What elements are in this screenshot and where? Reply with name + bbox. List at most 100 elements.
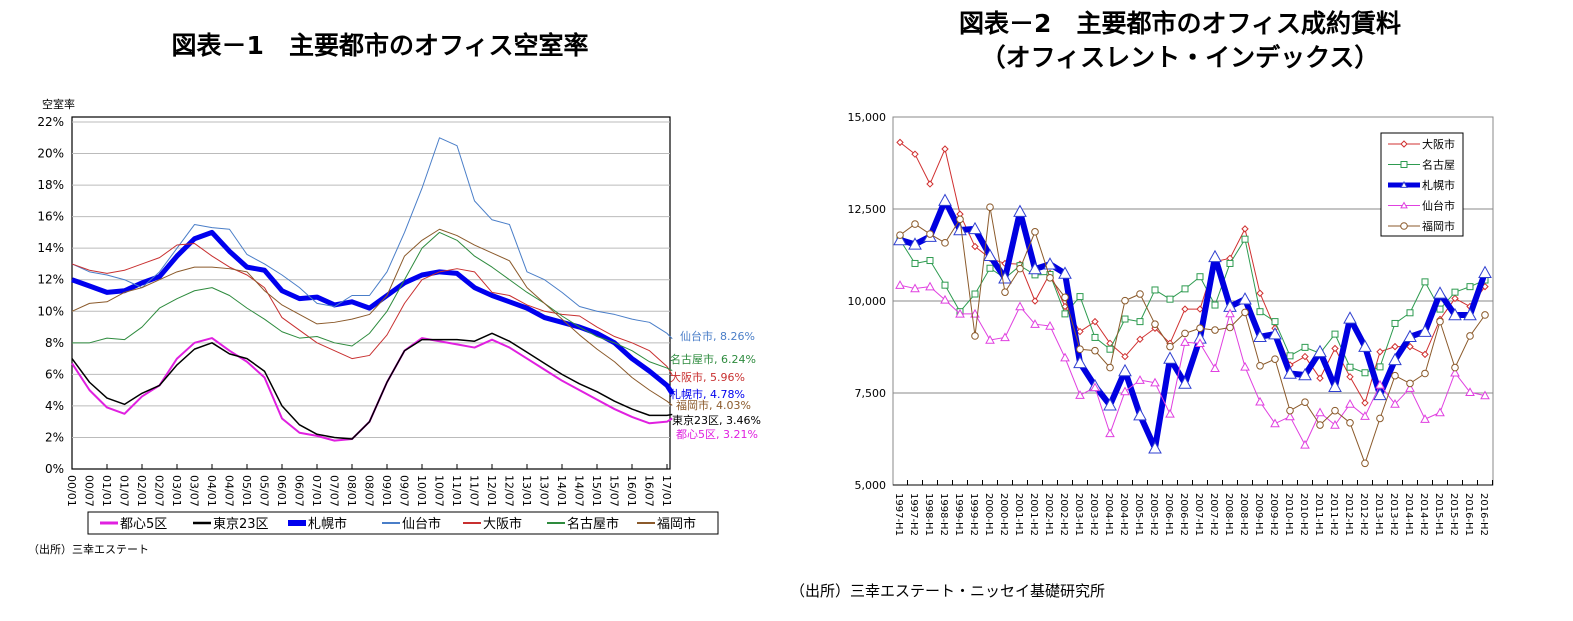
data-point-名古屋 — [1436, 305, 1444, 313]
data-point-札幌市 — [1373, 387, 1387, 401]
data-point-大阪市 — [1076, 327, 1084, 336]
data-point-仙台市 — [1195, 338, 1205, 348]
data-point-大阪市 — [1181, 305, 1189, 313]
data-point-大阪市 — [1406, 342, 1414, 351]
data-point-大阪市 — [1091, 317, 1099, 326]
data-point-名古屋 — [1361, 369, 1369, 377]
data-point-札幌市 — [1058, 266, 1072, 279]
x-tick-label: 06/07 — [293, 475, 306, 507]
data-point-仙台市 — [1000, 332, 1010, 342]
data-point-札幌市 — [1238, 292, 1252, 305]
data-point-札幌市 — [1298, 367, 1312, 381]
end-label: 仙台市, 8.26% — [680, 329, 755, 343]
data-point-福岡市 — [1151, 320, 1159, 328]
data-point-札幌市 — [893, 232, 907, 246]
data-point-札幌市 — [1133, 408, 1147, 421]
data-point-大阪市 — [1316, 374, 1324, 382]
legend-label: 仙台市 — [402, 516, 441, 532]
x-tick-label: 2011-H2 — [1328, 493, 1339, 536]
data-point-札幌市 — [938, 193, 952, 206]
data-point-名古屋 — [1376, 363, 1384, 371]
data-point-仙台市 — [1210, 363, 1220, 373]
x-tick-label: 2013-H1 — [1373, 493, 1384, 536]
y-tick-label: 4% — [45, 399, 64, 413]
data-point-仙台市 — [1045, 320, 1055, 330]
data-point-名古屋 — [1400, 161, 1408, 168]
data-point-札幌市 — [1028, 261, 1042, 275]
x-tick-label: 17/01 — [660, 475, 673, 507]
x-tick-label: 13/01 — [520, 475, 533, 507]
data-point-大阪市 — [911, 150, 919, 158]
data-point-仙台市 — [1360, 411, 1370, 420]
x-tick-label: 2008-H1 — [1223, 493, 1234, 536]
data-point-名古屋 — [1466, 283, 1474, 291]
x-tick-label: 12/01 — [485, 475, 498, 507]
y-tick-label: 8% — [45, 336, 64, 350]
data-point-名古屋 — [1076, 293, 1084, 301]
data-point-大阪市 — [1376, 348, 1384, 356]
data-point-名古屋 — [1196, 273, 1204, 281]
x-tick-label: 09/01 — [380, 475, 393, 507]
data-point-福岡市 — [1256, 361, 1264, 370]
data-point-札幌市 — [1208, 249, 1222, 263]
data-point-大阪市 — [1256, 289, 1264, 297]
data-point-名古屋 — [1346, 363, 1354, 371]
legend-label: 札幌市 — [1422, 178, 1455, 192]
data-point-名古屋 — [1256, 308, 1264, 316]
x-tick-label: 2006-H1 — [1163, 493, 1174, 536]
x-tick-label: 2006-H2 — [1178, 493, 1189, 536]
data-point-仙台市 — [1465, 387, 1475, 396]
x-tick-label: 10/07 — [433, 475, 446, 507]
y-axis-label: 空室率 — [42, 97, 75, 111]
data-point-大阪市 — [1346, 373, 1354, 381]
x-tick-label: 1998-H1 — [923, 493, 934, 536]
data-point-福岡市 — [1361, 459, 1369, 468]
x-tick-label: 2004-H2 — [1118, 493, 1129, 536]
data-point-福岡市 — [1106, 363, 1114, 372]
data-point-大阪市 — [1136, 335, 1144, 343]
data-point-福岡市 — [1241, 308, 1249, 317]
x-tick-label: 2011-H1 — [1313, 493, 1324, 536]
x-tick-label: 2014-H2 — [1418, 493, 1429, 536]
data-point-仙台市 — [1270, 418, 1280, 428]
data-point-福岡市 — [1061, 293, 1069, 302]
x-tick-label: 2012-H1 — [1343, 493, 1354, 536]
y-tick-label: 7,500 — [855, 387, 887, 400]
data-point-仙台市 — [1180, 337, 1190, 346]
end-label: 東京23区, 3.46% — [672, 413, 761, 427]
data-point-仙台市 — [1315, 407, 1325, 417]
data-point-大阪市 — [1331, 344, 1339, 353]
x-tick-label: 2016-H1 — [1463, 493, 1474, 536]
x-tick-label: 11/01 — [450, 475, 463, 507]
data-point-福岡市 — [956, 215, 964, 224]
data-point-福岡市 — [1211, 326, 1219, 334]
x-tick-label: 2004-H1 — [1103, 493, 1114, 536]
data-point-札幌市 — [1433, 286, 1447, 299]
data-point-福岡市 — [1271, 355, 1279, 363]
series-line-名古屋市 — [72, 231, 673, 372]
data-point-札幌市 — [1118, 363, 1132, 377]
data-point-福岡市 — [1016, 264, 1024, 273]
series-line-福岡市 — [71, 228, 673, 406]
x-tick-label: 12/07 — [503, 475, 516, 507]
data-point-札幌市 — [1343, 311, 1357, 324]
data-point-名古屋 — [926, 257, 934, 265]
x-tick-label: 07/07 — [328, 475, 341, 507]
data-point-名古屋 — [1166, 295, 1174, 303]
y-tick-label: 22% — [37, 115, 64, 129]
end-label: 大阪市, 5.96% — [670, 370, 745, 384]
x-tick-label: 14/07 — [573, 475, 586, 507]
data-point-福岡市 — [1226, 323, 1234, 332]
x-tick-label: 16/01 — [625, 475, 638, 507]
data-point-仙台市 — [1015, 301, 1025, 311]
data-point-名古屋 — [1451, 288, 1459, 296]
data-point-仙台市 — [1030, 319, 1040, 328]
x-tick-label: 2003-H1 — [1073, 493, 1084, 536]
data-point-大阪市 — [1451, 294, 1459, 303]
x-tick-label: 11/07 — [468, 475, 481, 507]
y-tick-label: 12% — [37, 273, 64, 287]
y-tick-label: 18% — [37, 178, 64, 192]
data-point-福岡市 — [1136, 290, 1144, 298]
data-point-福岡市 — [1076, 345, 1084, 354]
data-point-仙台市 — [1435, 407, 1445, 417]
